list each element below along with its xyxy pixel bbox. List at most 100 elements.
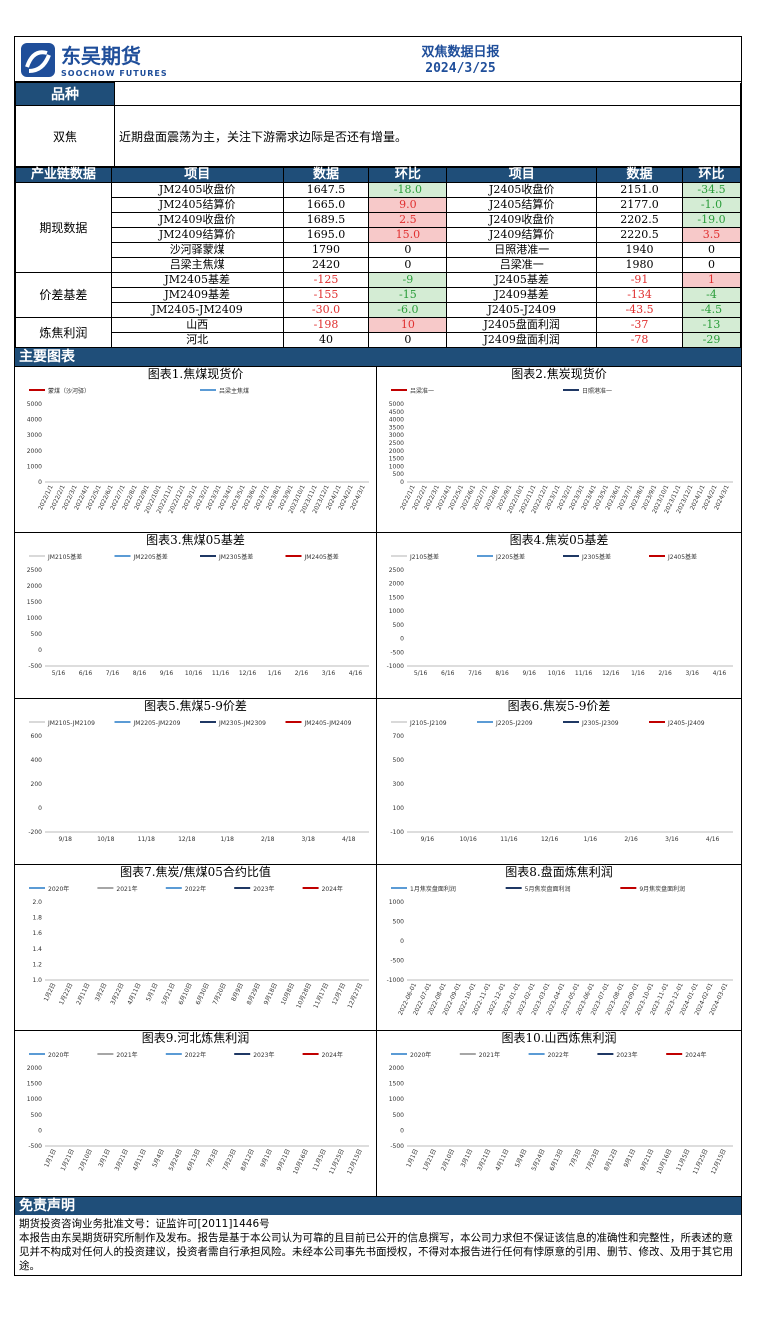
- x-tick-label: 2/16: [658, 670, 672, 677]
- x-tick-label: 10/16: [548, 670, 565, 677]
- x-tick-label: 3月21日: [114, 1148, 130, 1172]
- x-tick-label: 11月25日: [328, 1148, 346, 1176]
- y-tick-label: -500: [390, 649, 404, 656]
- table-row: 期现数据 JM2405收盘价 1647.5 -18.0 J2405收盘价 2151.0 -3…: [15, 182, 741, 273]
- report-page: 东吴期货 SOOCHOW FUTURES 双焦数据日报 2024/3/25 品种…: [14, 36, 742, 1276]
- item-name: J2405结算价: [446, 197, 598, 213]
- legend-label: J2105基差: [409, 553, 439, 561]
- y-tick-label: 500: [393, 919, 405, 926]
- y-tick-label: 1.2: [32, 961, 42, 968]
- y-tick-label: 500: [393, 471, 405, 478]
- y-tick-label: -500: [28, 1143, 42, 1150]
- y-tick-label: 500: [393, 1112, 405, 1119]
- y-tick-label: 0: [38, 479, 42, 486]
- item-value: -91: [596, 272, 683, 288]
- item-name: 吕梁主焦煤: [110, 257, 284, 273]
- item-change: -6.0: [368, 302, 448, 318]
- item-change: -29: [682, 332, 741, 348]
- x-tick-label: 6月13日: [186, 1148, 202, 1172]
- item-name: JM2405-JM2409: [110, 302, 284, 318]
- x-tick-label: 8月12日: [603, 1148, 619, 1172]
- item-value: 2151.0: [596, 182, 683, 198]
- x-tick-label: 9月18日: [263, 982, 279, 1006]
- item-value: -43.5: [596, 302, 683, 318]
- item-name: 沙河驿蒙煤: [110, 242, 284, 258]
- y-tick-label: 400: [31, 757, 43, 764]
- x-tick-label: 1/16: [631, 670, 645, 677]
- table-row: 河北 40 0 J2409盘面利润 -78 -29: [16, 332, 741, 348]
- y-tick-label: 4000: [27, 417, 42, 424]
- chart-plot: J2105-J2109 J2205-J2209 J2305-J2309 J2405-J…: [390, 720, 733, 843]
- item-change: 9.0: [368, 197, 448, 213]
- x-tick-label: 3/18: [302, 836, 316, 843]
- y-tick-label: 2500: [389, 567, 404, 574]
- chart-plot: 吕梁准一 日照港准一5000450040003500300025002000150…: [389, 387, 733, 515]
- x-tick-label: 12/16: [239, 670, 256, 677]
- x-tick-label: 2月10日: [78, 1148, 94, 1172]
- item-value: -37: [596, 317, 683, 333]
- summary-name: 双焦: [15, 105, 115, 167]
- chart-panel: 图表8.盘面炼焦利润 1月焦炭盘面利润 5月焦炭盘面利润 9月焦炭盘面利润 1000 50…: [377, 864, 741, 1030]
- y-tick-label: -1000: [387, 977, 405, 984]
- x-tick-label: 4/16: [713, 670, 727, 677]
- x-tick-label: 4月11日: [126, 982, 142, 1006]
- item-value: 2177.0: [596, 197, 683, 213]
- legend-label: JM2405-JM2409: [304, 720, 352, 727]
- item-name: JM2405基差: [110, 272, 284, 288]
- x-tick-label: 5月24日: [530, 1148, 546, 1172]
- item-value: 1790: [282, 242, 370, 258]
- y-tick-label: 500: [31, 631, 43, 638]
- x-tick-label: 8月9日: [230, 982, 245, 1003]
- y-tick-label: 500: [31, 1112, 43, 1119]
- item-change: -18.0: [368, 182, 448, 198]
- y-tick-label: -1000: [387, 663, 405, 670]
- chart-plot: JM2105基差 JM2205基差 JM2305基差 JM2405基差 2500 2000…: [27, 553, 369, 677]
- x-tick-label: 6/16: [441, 670, 455, 677]
- x-tick-label: 9/16: [160, 670, 174, 677]
- item-value: 1647.5: [282, 182, 370, 198]
- x-tick-label: 9月21日: [276, 1148, 292, 1172]
- item-change: -9: [368, 272, 448, 288]
- y-tick-label: 4500: [389, 409, 404, 416]
- legend-label: J2405-J2409: [667, 720, 705, 727]
- brand-cn: 东吴期货: [61, 44, 141, 68]
- x-tick-label: 12月15日: [346, 1148, 364, 1176]
- x-tick-label: 1月21日: [422, 1148, 438, 1172]
- brand-en: SOOCHOW FUTURES: [61, 69, 168, 78]
- x-tick-label: 3/16: [322, 670, 336, 677]
- x-tick-label: 8月29日: [246, 982, 262, 1006]
- legend-label: 2023年: [616, 1051, 637, 1059]
- item-change: 0: [682, 257, 741, 273]
- summary-header: 品种: [15, 82, 115, 106]
- chart-plot: 蒙煤（沙河驿） 吕梁主焦煤5000400030002000100002022/1/…: [27, 387, 369, 515]
- legend-label: 2024年: [685, 1051, 706, 1059]
- chart-title: 图表4.焦炭05基差: [509, 533, 609, 547]
- legend-label: J2105-J2109: [409, 720, 447, 727]
- legend-label: JM2305基差: [218, 553, 253, 561]
- group-label: 期现数据: [15, 182, 112, 273]
- x-tick-label: 11/16: [575, 670, 592, 677]
- item-name: 河北: [110, 332, 284, 348]
- chart-plot: 2020年 2021年 2022年 2023年 2024年 2000 1500 1000 500…: [27, 1051, 369, 1176]
- item-change: -19.0: [682, 212, 741, 228]
- y-tick-label: 600: [31, 733, 43, 740]
- x-tick-label: 7月20日: [212, 982, 228, 1006]
- y-tick-label: 0: [400, 636, 404, 643]
- table-header-cell: 环比: [682, 167, 741, 183]
- x-tick-label: 3/16: [686, 670, 700, 677]
- chart-panel: 图表1.焦煤现货价 蒙煤（沙河驿） 吕梁主焦煤 5000 4000 3000 2000 100…: [15, 366, 377, 532]
- y-tick-label: 1000: [389, 463, 404, 470]
- item-value: 1940: [596, 242, 683, 258]
- y-tick-label: 1500: [389, 594, 404, 601]
- item-change: -4.5: [682, 302, 741, 318]
- y-tick-label: 3000: [389, 432, 404, 439]
- item-value: -78: [596, 332, 683, 348]
- y-tick-label: 1.6: [32, 930, 42, 937]
- item-change: 10: [368, 317, 448, 333]
- x-tick-label: 12月7日: [331, 982, 347, 1006]
- legend-label: JM2105基差: [47, 553, 82, 561]
- x-tick-label: 7月3日: [205, 1148, 220, 1169]
- y-tick-label: 1000: [389, 899, 404, 906]
- y-tick-label: 1500: [389, 1081, 404, 1088]
- x-tick-label: 1/16: [268, 670, 282, 677]
